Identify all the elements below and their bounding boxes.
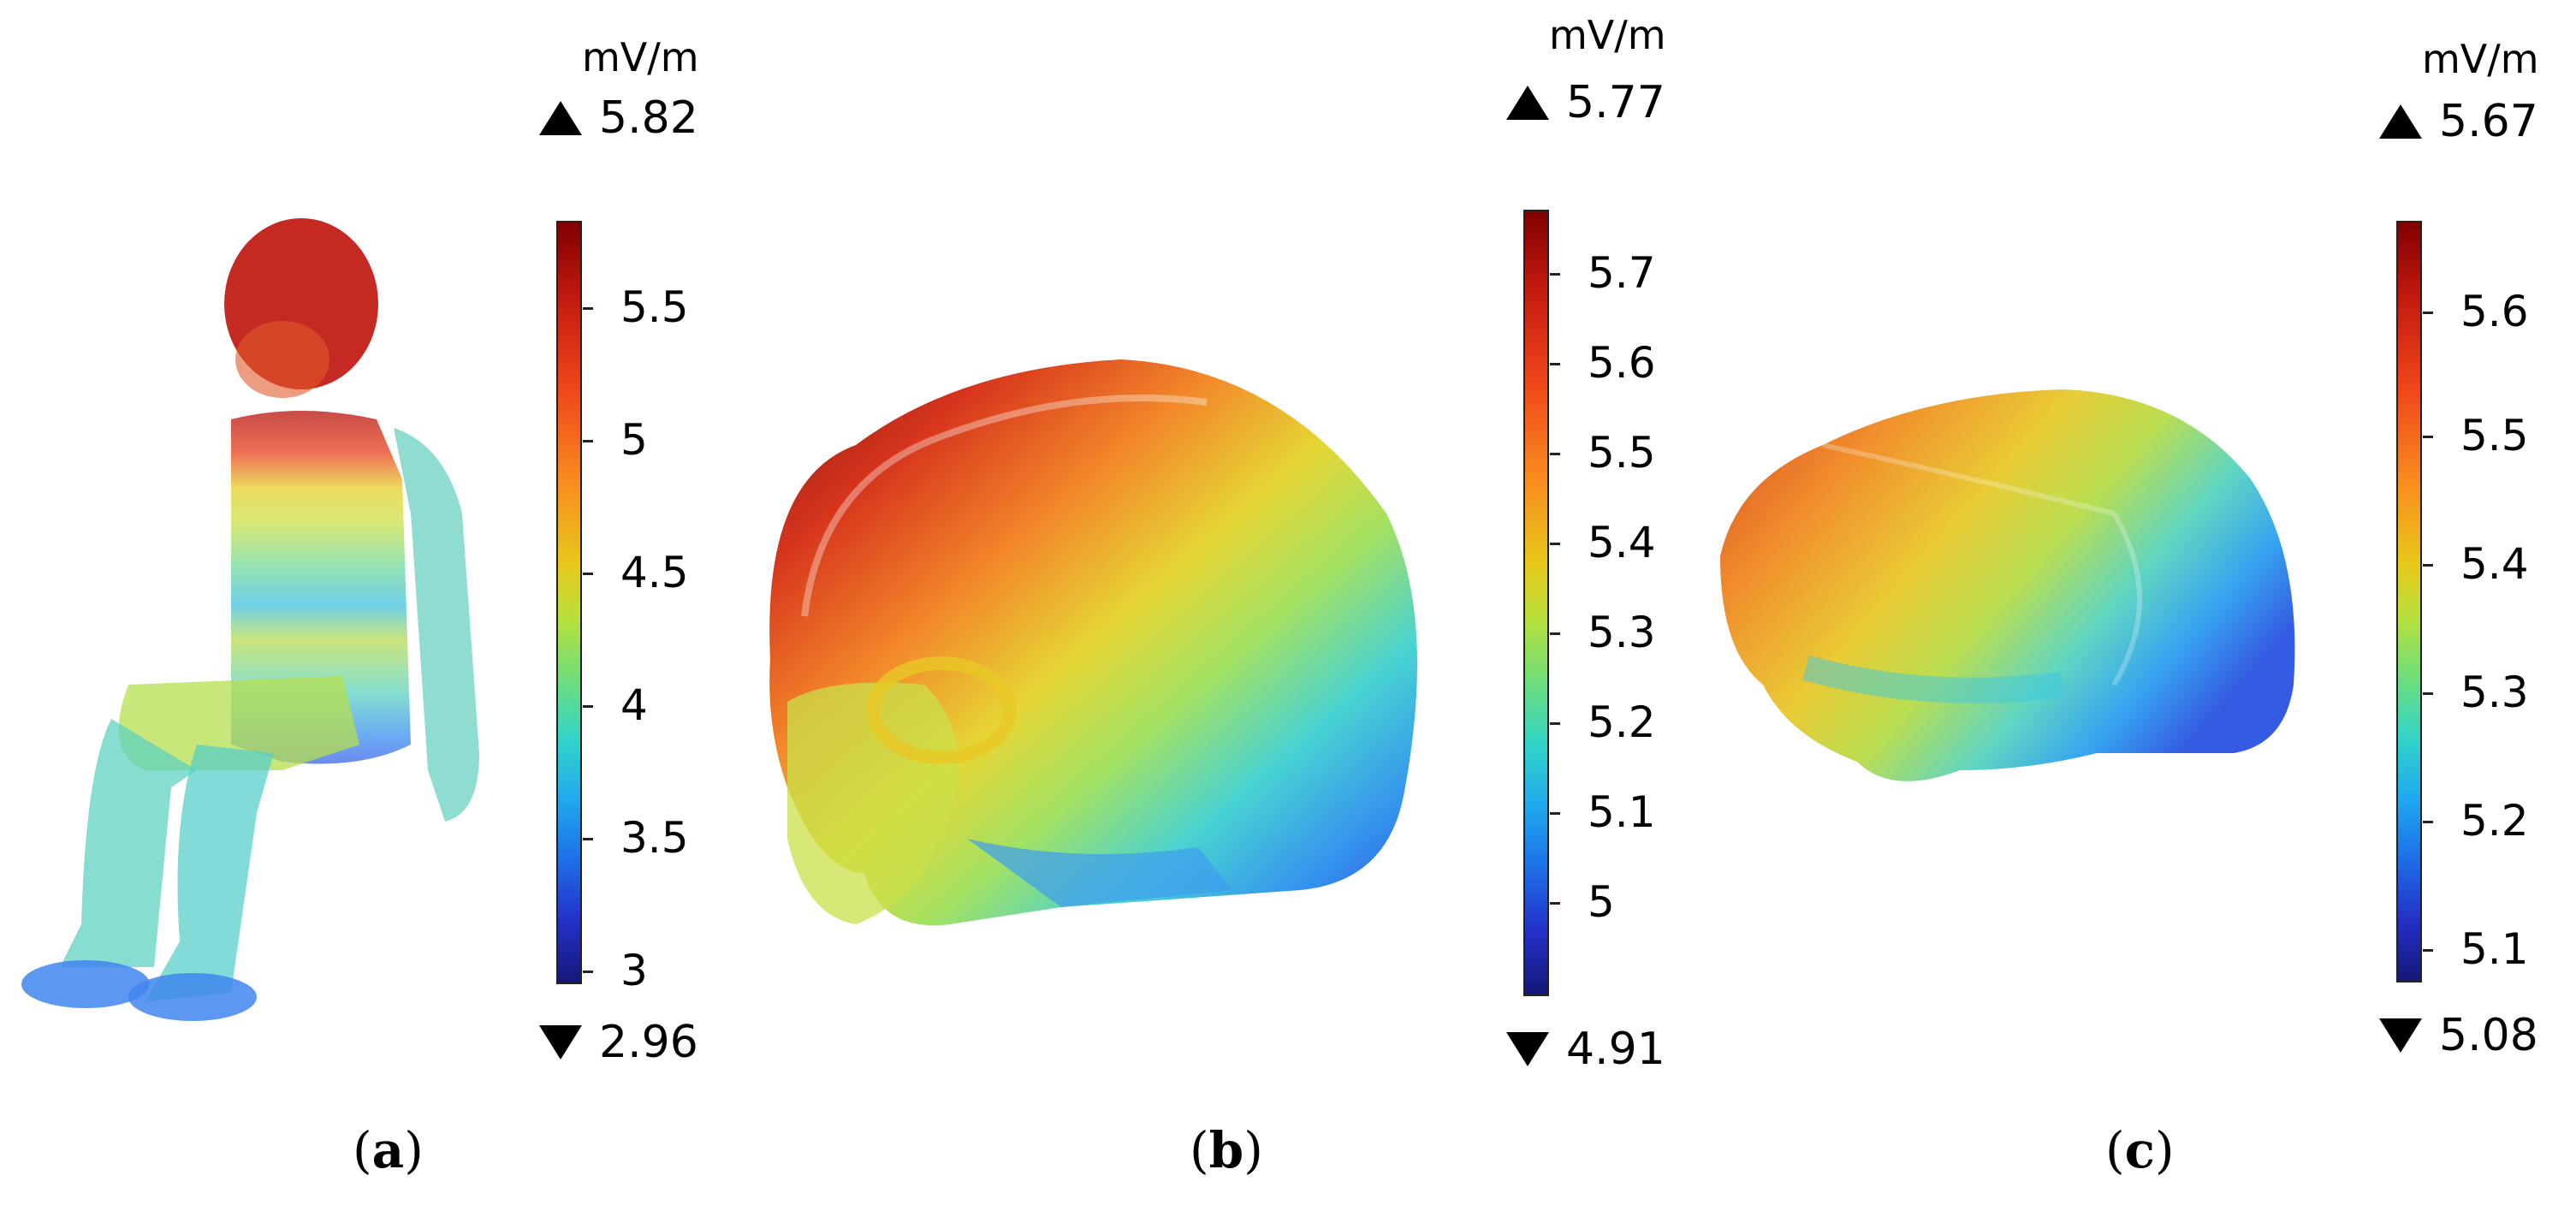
torso-shape: [231, 411, 411, 764]
colorbar-tick: 5.2: [2423, 796, 2529, 846]
colorbar-tick: 5.2: [1550, 697, 1656, 747]
colorbar-tick: 5.6: [2423, 287, 2529, 336]
panel-a: mV/m 5.82 5.5 5 4.5 4 3.5 3 2.96 (a): [0, 0, 770, 1205]
colorbar-tick: 5.5: [583, 282, 689, 332]
colorbar-tick: 5.3: [1550, 608, 1656, 657]
colorbar-tick: 3: [583, 946, 648, 995]
panel-c: mV/m 5.67 5.6 5.5 5.4 5.3 5.2 5.1 5.08 (…: [1703, 0, 2576, 1205]
min-triangle-icon: [1506, 1032, 1549, 1066]
colorbar-tick: 5.1: [1550, 787, 1656, 837]
face-shape: [787, 682, 959, 924]
brain-model: [1720, 389, 2295, 781]
min-triangle-icon: [539, 1025, 582, 1060]
colorbar-min-value: 5.08: [2439, 1010, 2538, 1061]
colorbar-tick: 3.5: [583, 813, 689, 863]
colorbar-tick: 5.5: [2423, 411, 2529, 460]
leg-shape: [60, 719, 197, 967]
colorbar-tick: 5.4: [1550, 518, 1656, 567]
arm-shape: [394, 428, 479, 822]
colorbar-tick: 5.3: [2423, 668, 2529, 717]
colorbar-min: 2.96: [539, 1017, 698, 1068]
colorbar-tick: 5.7: [1550, 248, 1656, 298]
colorbar: [556, 221, 582, 984]
colorbar: [1523, 210, 1549, 996]
colorbar-min-value: 4.91: [1566, 1024, 1665, 1075]
max-triangle-icon: [2379, 104, 2422, 139]
colorbar-tick: 5: [1550, 877, 1615, 927]
colorbar-max: 5.67: [2379, 96, 2538, 147]
colorbar-tick: 5: [583, 415, 648, 465]
panel-caption: (a): [353, 1121, 424, 1179]
colorbar-tick: 5.5: [1550, 428, 1656, 478]
panel-b: mV/m 5.77 5.7 5.6 5.5 5.4 5.3 5.2 5.1 5 …: [753, 0, 1712, 1205]
colorbar-tick: 5.1: [2423, 924, 2529, 974]
colorbar-max-value: 5.67: [2439, 96, 2538, 147]
colorbar-max: 5.82: [539, 92, 698, 144]
colorbar-tick: 4.5: [583, 548, 689, 597]
colorbar-unit: mV/m: [582, 34, 699, 80]
max-triangle-icon: [1506, 86, 1549, 120]
panel-caption: (b): [1190, 1121, 1263, 1179]
colorbar-tick: 5.4: [2423, 539, 2529, 589]
skull-model: [769, 359, 1417, 926]
min-triangle-icon: [2379, 1018, 2422, 1053]
colorbar-unit: mV/m: [1549, 12, 1666, 58]
colorbar-min: 5.08: [2379, 1010, 2538, 1061]
colorbar-max-value: 5.77: [1566, 77, 1665, 128]
colorbar-min-value: 2.96: [599, 1017, 698, 1068]
child-body-model: [21, 218, 479, 1021]
thigh-shape: [118, 676, 359, 770]
panel-caption: (c): [2105, 1121, 2175, 1179]
colorbar-tick: 4: [583, 680, 648, 730]
colorbar: [2396, 221, 2422, 982]
colorbar-unit: mV/m: [2422, 36, 2539, 82]
brain-shape: [1720, 389, 2295, 781]
colorbar-max: 5.77: [1506, 77, 1665, 128]
max-triangle-icon: [539, 101, 582, 135]
colorbar-min: 4.91: [1506, 1024, 1665, 1075]
colorbar-tick: 5.6: [1550, 338, 1656, 388]
colorbar-max-value: 5.82: [599, 92, 698, 144]
